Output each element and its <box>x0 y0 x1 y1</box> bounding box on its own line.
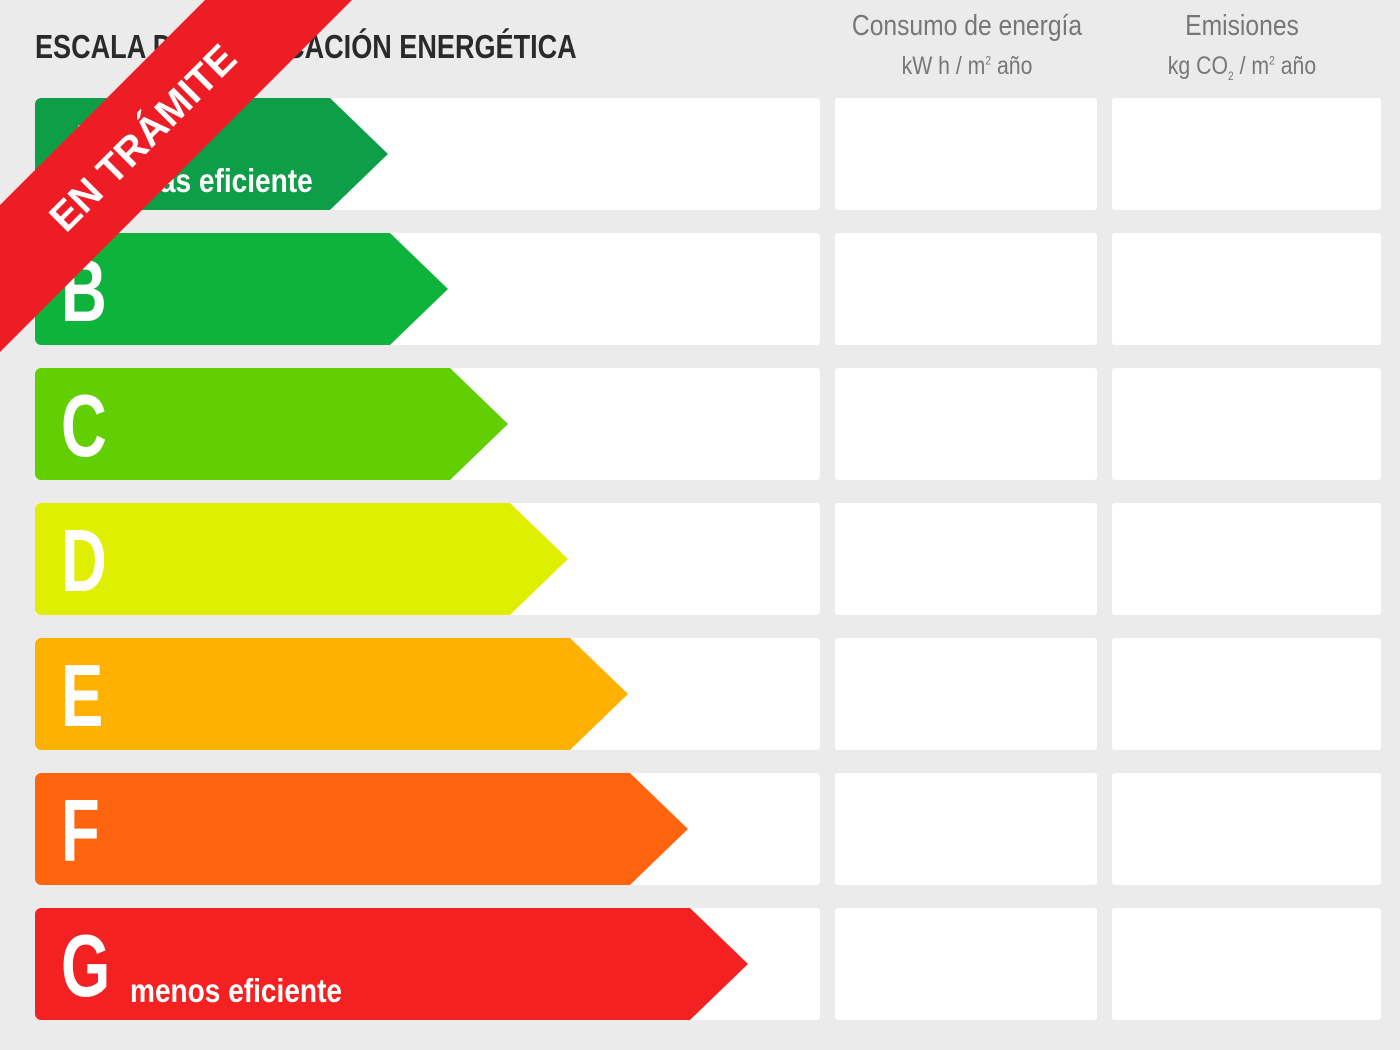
consumo-cell-g <box>835 908 1097 1020</box>
rating-row-e: E <box>35 638 820 750</box>
emisiones-cell-g <box>1112 908 1381 1020</box>
rating-row-c: C <box>35 368 820 480</box>
consumo-cell-f <box>835 773 1097 885</box>
rating-letter: F <box>61 781 100 880</box>
rating-row-d: D <box>35 503 820 615</box>
rating-row-b: B <box>35 233 820 345</box>
rating-letter: D <box>61 511 107 610</box>
rating-arrow <box>35 638 628 750</box>
rating-arrow <box>35 908 748 1020</box>
rating-arrow <box>35 368 508 480</box>
consumo-label: Consumo de energía <box>851 10 1083 42</box>
consumo-cell-a <box>835 98 1097 210</box>
rating-note: menos eficiente <box>130 972 343 1009</box>
consumo-unit-prefix: kW h / m <box>901 52 986 80</box>
emisiones-unit-suffix: año <box>1274 52 1317 80</box>
consumo-cell-d <box>835 503 1097 615</box>
emisiones-unit-sup: 2 <box>1269 53 1275 68</box>
emisiones-unit: kg CO2 / m2 año <box>1106 46 1378 86</box>
emisiones-cell-e <box>1112 638 1381 750</box>
rating-letter: E <box>61 646 104 745</box>
consumo-unit: kW h / m2 año <box>831 46 1103 86</box>
emisiones-cell-b <box>1112 233 1381 345</box>
emisiones-cell-c <box>1112 368 1381 480</box>
consumo-unit-suffix: año <box>991 52 1033 80</box>
emisiones-cell-f <box>1112 773 1381 885</box>
rating-arrow <box>35 503 568 615</box>
rating-arrow <box>35 233 448 345</box>
emisiones-label: Emisiones <box>1185 10 1299 42</box>
consumo-unit-sup: 2 <box>985 53 992 68</box>
en-tramite-banner: EN TRÁMITE <box>0 0 352 352</box>
consumo-cell-c <box>835 368 1097 480</box>
consumo-cell-b <box>835 233 1097 345</box>
emisiones-header: Emisiones kg CO2 / m2 año <box>1106 6 1378 86</box>
consumo-cell-e <box>835 638 1097 750</box>
emisiones-unit-mid: / m <box>1233 52 1270 80</box>
rating-letter: G <box>61 916 111 1015</box>
emisiones-unit-sub: 2 <box>1228 69 1234 83</box>
emisiones-cell-a <box>1112 98 1381 210</box>
emisiones-cell-d <box>1112 503 1381 615</box>
emisiones-unit-prefix: kg CO <box>1167 52 1229 80</box>
rating-letter: C <box>61 376 107 475</box>
rating-arrow <box>35 773 688 885</box>
consumo-header: Consumo de energía kW h / m2 año <box>831 6 1103 86</box>
rating-row-f: F <box>35 773 820 885</box>
